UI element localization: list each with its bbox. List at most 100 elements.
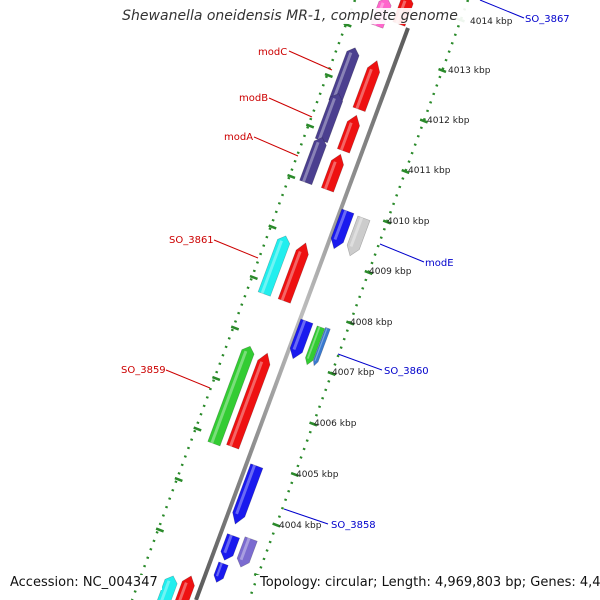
major-tick-reverse-7 (327, 370, 336, 377)
leader-line-modA (253, 136, 299, 157)
major-tick-reverse-6 (345, 320, 355, 326)
gene-SO_3858-blue-highlight (235, 464, 256, 515)
tick-label-4010: 4010 kbp (387, 217, 430, 227)
gene-SO_3861-red-highlight (280, 250, 302, 301)
gene-modC-dark-highlight (331, 52, 353, 102)
gene-purple-4003-highlight (239, 537, 251, 561)
gene-modB-red-highlight (339, 122, 353, 151)
major-tick-reverse-10 (272, 522, 281, 528)
major-tick-forward-10 (155, 527, 165, 533)
tick-label-4012: 4012 kbp (427, 116, 470, 126)
major-tick-reverse-8 (309, 421, 318, 427)
major-tick-reverse-1 (438, 67, 447, 74)
gene-blue-bottom[interactable] (213, 561, 229, 583)
gene-blue-4007[interactable] (289, 318, 314, 360)
gene-SO_3859-red-highlight (229, 361, 264, 447)
reverse-gene-labels: SO_3867 modE SO_3860 SO_3858 (283, 0, 570, 531)
leader-line-SO_3858 (283, 508, 329, 525)
gene-modA-red-highlight (323, 161, 337, 190)
forward-gene-track (157, 0, 414, 600)
gene-blue-4003[interactable] (220, 533, 240, 561)
gene-blue-4007-highlight (292, 319, 307, 351)
major-tick-reverse-3 (401, 168, 410, 175)
gene-modA-dark[interactable] (299, 137, 327, 186)
leader-line-SO_3860 (337, 353, 383, 371)
gene-modB-dark-highlight (317, 97, 336, 141)
major-tick-group (136, 17, 465, 584)
tick-label-4004: 4004 kbp (279, 521, 322, 531)
gene-label-SO_3859[interactable]: SO_3859 (121, 365, 166, 376)
genome-backbone (194, 27, 410, 600)
leader-line-modE (379, 243, 425, 263)
leader-line-SO_3861 (213, 239, 259, 259)
tick-label-4008: 4008 kbp (350, 318, 393, 328)
leader-line-modB (268, 97, 313, 118)
major-tick-reverse-5 (364, 269, 373, 276)
tick-label-4006: 4006 kbp (314, 419, 357, 429)
major-tick-reverse-4 (382, 219, 392, 225)
gene-SO_3858-blue[interactable] (232, 463, 264, 525)
major-tick-forward-8 (193, 426, 202, 432)
tick-label-4005: 4005 kbp (296, 470, 339, 480)
tick-label-4014: 4014 kbp (470, 17, 513, 27)
major-tick-reverse-2 (419, 118, 429, 124)
major-tick-forward-0 (343, 22, 352, 28)
leader-line-SO_3859 (165, 369, 211, 389)
tick-label-4009: 4009 kbp (369, 267, 412, 277)
tick-label-4011: 4011 kbp (408, 166, 451, 176)
gene-modA-dark-highlight (302, 141, 320, 183)
genome-summary-text: Topology: circular; Length: 4,969,803 bp… (256, 575, 600, 590)
reverse-gene-track (213, 208, 371, 583)
gene-SO_3860-green[interactable] (305, 325, 326, 366)
gene-SO_3859-red[interactable] (226, 352, 271, 450)
major-tick-forward-7 (211, 375, 221, 382)
gene-bottom-red[interactable] (175, 575, 195, 600)
page-title: Shewanella oneidensis MR-1, complete gen… (110, 8, 470, 24)
gene-modB-red[interactable] (336, 114, 360, 154)
gene-SO_3861-cyan[interactable] (257, 235, 291, 297)
gene-blue-4003-highlight (223, 534, 233, 554)
scale-labels: 4004 kbp 4005 kbp 4006 kbp 4007 kbp 4008… (279, 17, 513, 531)
gene-label-modB[interactable]: modB (239, 93, 268, 104)
major-tick-forward-3 (287, 173, 296, 180)
gene-blue-4010[interactable] (330, 208, 355, 250)
gene-SO_3860-green-highlight (306, 326, 321, 359)
gene-label-SO_3867[interactable]: SO_3867 (525, 14, 570, 25)
leader-line-SO_3867 (479, 0, 525, 19)
accession-text: Accession: NC_004347 (6, 575, 162, 590)
tick-label-4007: 4007 kbp (332, 368, 375, 378)
gene-SO_3859-green[interactable] (207, 345, 255, 447)
gene-label-modE[interactable]: modE (425, 258, 454, 269)
gene-modC-red[interactable] (352, 60, 381, 112)
gene-label-SO_3860[interactable]: SO_3860 (384, 366, 429, 377)
major-tick-forward-4 (268, 224, 277, 230)
major-tick-forward-2 (305, 123, 315, 129)
gene-SO_3861-red[interactable] (277, 242, 309, 304)
leader-line-modC (288, 50, 333, 71)
gene-modE-grey-highlight (349, 216, 364, 248)
reverse-dotted-line (247, 0, 470, 600)
gene-blue-bottom-highlight (215, 562, 223, 577)
gene-label-SO_3861[interactable]: SO_3861 (169, 235, 214, 246)
major-tick-forward-1 (324, 72, 333, 79)
major-tick-forward-6 (230, 325, 240, 331)
gene-SO_3859-green-highlight (210, 350, 248, 444)
gene-label-modA[interactable]: modA (224, 132, 253, 143)
gene-purple-4003[interactable] (236, 536, 258, 568)
major-tick-reverse-9 (290, 471, 300, 478)
gene-modA-red[interactable] (320, 153, 344, 193)
gene-SO_3860-teal[interactable] (313, 327, 331, 367)
gene-modB-dark[interactable] (314, 93, 344, 144)
forward-gene-labels: modC modB modA SO_3861 SO_3859 (121, 47, 333, 389)
gene-SO_3861-cyan-highlight (260, 240, 283, 294)
tick-label-4013: 4013 kbp (448, 66, 491, 76)
gene-label-modC[interactable]: modC (258, 47, 287, 58)
gene-bottom-cyan[interactable] (157, 575, 178, 600)
gene-label-SO_3858[interactable]: SO_3858 (331, 520, 376, 531)
major-tick-forward-9 (174, 476, 183, 483)
gene-modC-red-highlight (355, 68, 373, 110)
gene-modE-grey[interactable] (346, 215, 371, 257)
gene-SO_3860-teal-highlight (314, 327, 328, 361)
major-tick-forward-5 (249, 274, 258, 281)
